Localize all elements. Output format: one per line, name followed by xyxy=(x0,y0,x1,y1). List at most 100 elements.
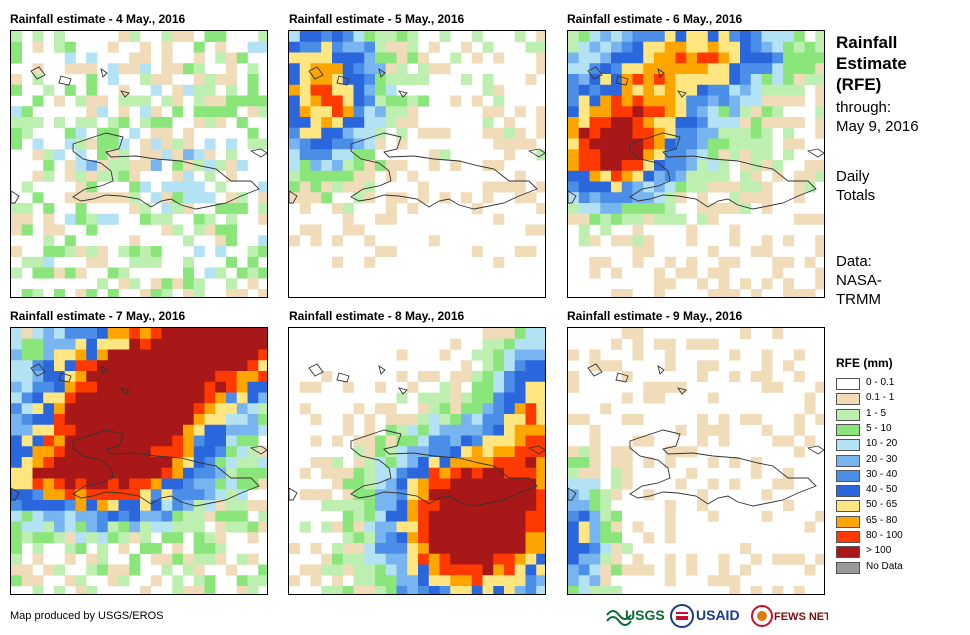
coastline xyxy=(249,148,267,158)
rainfall-cell xyxy=(54,457,66,469)
rainfall-cell xyxy=(611,235,623,247)
rainfall-cell xyxy=(514,521,526,533)
rainfall-cell xyxy=(183,500,195,512)
rainfall-cell xyxy=(86,256,98,268)
rainfall-cell xyxy=(183,381,195,393)
rainfall-cell xyxy=(396,392,408,404)
rainfall-cell xyxy=(258,371,267,383)
rainfall-cell xyxy=(258,424,267,436)
rainfall-cell xyxy=(64,532,76,544)
rainfall-cell xyxy=(525,403,537,415)
rainfall-cell xyxy=(697,424,709,436)
rainfall-cell xyxy=(236,414,248,426)
rainfall-cell xyxy=(64,267,76,279)
rainfall-cell xyxy=(396,52,408,64)
rainfall-cell xyxy=(450,478,462,490)
rainfall-cell xyxy=(729,138,741,150)
rainfall-cell xyxy=(568,192,580,204)
rainfall-cell xyxy=(686,267,698,279)
rainfall-cell xyxy=(750,246,762,258)
rainfall-cell xyxy=(761,424,773,436)
rainfall-cell xyxy=(247,360,259,372)
rainfall-cell xyxy=(193,575,205,587)
rainfall-cell xyxy=(310,181,322,193)
rainfall-cell xyxy=(450,338,462,350)
rainfall-cell xyxy=(172,478,184,490)
rainfall-cell xyxy=(11,349,23,361)
rainfall-cell xyxy=(75,575,87,587)
rainfall-cell xyxy=(783,95,795,107)
rainfall-cell xyxy=(632,564,644,576)
rainfall-cell xyxy=(299,63,311,75)
rainfall-cell xyxy=(54,31,66,43)
rainfall-cell xyxy=(428,235,440,247)
rainfall-cell xyxy=(461,371,473,383)
rainfall-cell xyxy=(86,424,98,436)
rainfall-cell xyxy=(750,192,762,204)
rainfall-cell xyxy=(310,381,322,393)
rainfall-cell xyxy=(407,543,419,555)
rainfall-cell xyxy=(686,63,698,75)
rainfall-cell xyxy=(364,575,376,587)
rainfall-cell xyxy=(611,203,623,215)
rainfall-cell xyxy=(750,414,762,426)
rainfall-cell xyxy=(97,246,109,258)
rainfall-cell xyxy=(183,360,195,372)
rainfall-cell xyxy=(450,414,462,426)
rainfall-cell xyxy=(761,149,773,161)
rainfall-cell xyxy=(793,213,805,225)
rainfall-cell xyxy=(129,564,141,576)
rainfall-cell xyxy=(600,360,612,372)
rainfall-cell xyxy=(632,170,644,182)
rainfall-cell xyxy=(793,52,805,64)
rainfall-cell xyxy=(204,224,216,236)
rainfall-cell xyxy=(407,553,419,565)
rainfall-cell xyxy=(761,95,773,107)
rainfall-cell xyxy=(482,489,494,501)
rainfall-cell xyxy=(504,521,516,533)
rainfall-cell xyxy=(815,95,824,107)
coastline xyxy=(676,90,687,98)
rainfall-cell xyxy=(54,381,66,393)
rainfall-cell xyxy=(11,371,23,383)
rainfall-cell xyxy=(364,467,376,479)
rainfall-cell xyxy=(353,74,365,86)
rainfall-cell xyxy=(740,181,752,193)
rainfall-cell xyxy=(611,478,623,490)
rainfall-cell xyxy=(450,381,462,393)
rainfall-cell xyxy=(215,467,227,479)
rainfall-cell xyxy=(600,403,612,415)
rainfall-cell xyxy=(226,371,238,383)
rainfall-cell xyxy=(247,435,259,447)
rainfall-cell xyxy=(396,521,408,533)
rainfall-cell xyxy=(664,63,676,75)
rainfall-cell xyxy=(686,127,698,139)
rainfall-cell xyxy=(471,31,483,43)
rainfall-cell xyxy=(107,500,119,512)
rainfall-cell xyxy=(342,149,354,161)
rainfall-cell xyxy=(226,52,238,64)
rainfall-cell xyxy=(247,457,259,469)
rainfall-cell xyxy=(418,414,430,426)
rainfall-cell xyxy=(697,213,709,225)
rainfall-cell xyxy=(140,74,152,86)
rainfall-cell xyxy=(64,138,76,150)
rainfall-cell xyxy=(450,392,462,404)
rainfall-cell xyxy=(493,521,505,533)
rainfall-cell xyxy=(118,63,130,75)
rainfall-cell xyxy=(364,424,376,436)
rainfall-cell xyxy=(514,575,526,587)
rainfall-cell xyxy=(664,532,676,544)
rainfall-cell xyxy=(718,138,730,150)
rainfall-cell xyxy=(396,371,408,383)
rainfall-cell xyxy=(310,489,322,501)
rainfall-cell xyxy=(193,489,205,501)
rainfall-cell xyxy=(183,149,195,161)
rainfall-cell xyxy=(525,510,537,522)
rainfall-cell xyxy=(183,256,195,268)
rainfall-grid-6-may xyxy=(568,31,824,297)
rainfall-cell xyxy=(299,521,311,533)
rainfall-cell xyxy=(578,575,590,587)
rainfall-cell xyxy=(172,138,184,150)
rainfall-cell xyxy=(193,381,205,393)
